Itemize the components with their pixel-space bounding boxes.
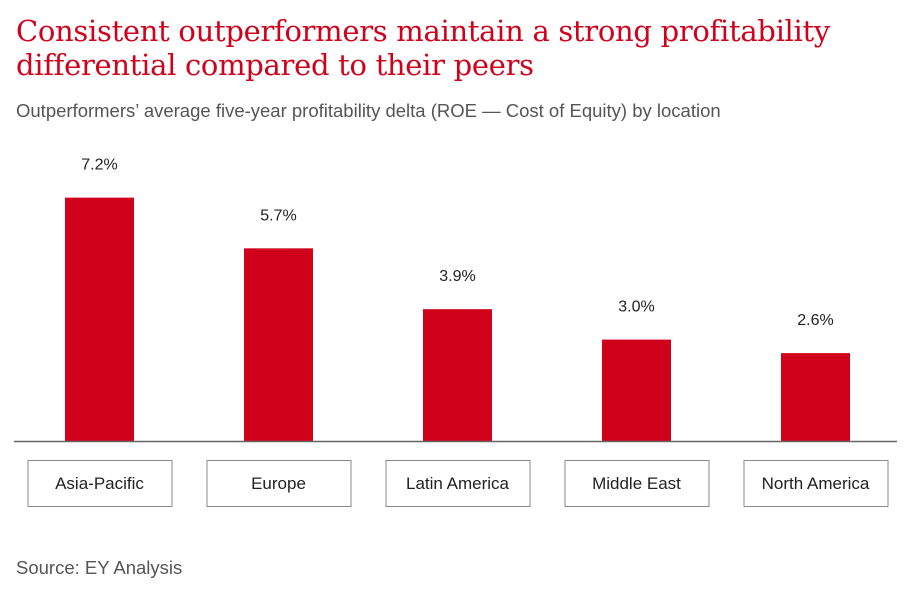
chart-subtitle: Outperformers’ average five-year profita… — [16, 100, 721, 121]
bar-middle-east — [602, 339, 671, 441]
source-note: Source: EY Analysis — [16, 557, 183, 578]
category-label: Middle East — [592, 474, 681, 493]
category-box — [206, 460, 352, 507]
category-label: Europe — [251, 474, 306, 493]
category-label: Latin America — [406, 474, 510, 493]
category-box — [743, 460, 889, 507]
chart-title: Consistent outperformers maintain a stro… — [16, 14, 830, 82]
bar-north-america — [781, 353, 850, 441]
category-box — [564, 460, 710, 507]
category-box — [385, 460, 531, 507]
value-label: 3.9% — [439, 268, 475, 285]
category-label: North America — [762, 474, 870, 493]
bar-latin-america — [423, 309, 492, 441]
category-box — [27, 460, 173, 507]
category-label: Asia-Pacific — [55, 474, 144, 493]
value-label: 7.2% — [81, 157, 117, 174]
bar-europe — [244, 248, 313, 441]
value-label: 3.0% — [618, 299, 654, 316]
value-label: 2.6% — [797, 312, 833, 329]
bar-asia-pacific — [65, 197, 134, 441]
value-label: 5.7% — [260, 207, 296, 224]
